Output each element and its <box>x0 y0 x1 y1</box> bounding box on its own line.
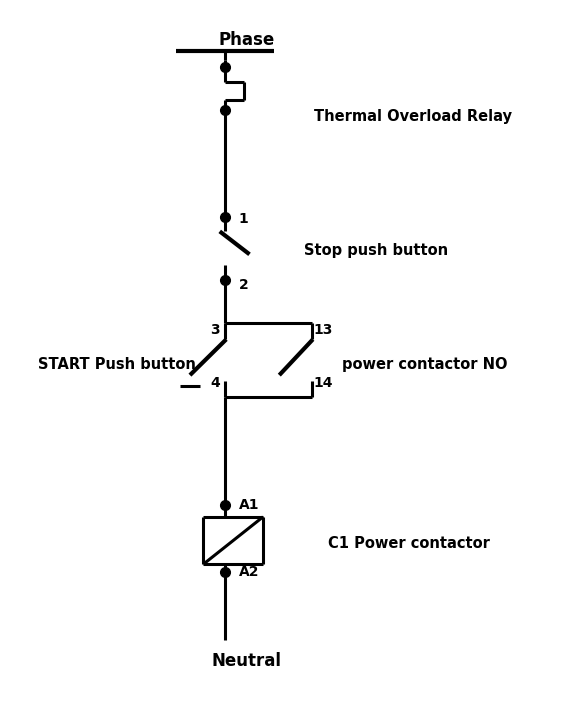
Text: C1 Power contactor: C1 Power contactor <box>328 536 490 551</box>
Text: A2: A2 <box>239 565 259 579</box>
Text: 14: 14 <box>314 376 333 390</box>
Text: 2: 2 <box>239 278 248 292</box>
Text: 13: 13 <box>314 323 333 337</box>
Text: Stop push button: Stop push button <box>303 243 448 258</box>
Text: power contactor NO: power contactor NO <box>342 358 507 373</box>
Text: 4: 4 <box>210 376 221 390</box>
Text: A1: A1 <box>239 498 259 512</box>
Text: Neutral: Neutral <box>212 652 282 669</box>
Text: START Push button: START Push button <box>38 358 196 373</box>
Text: 3: 3 <box>210 323 220 337</box>
Text: Phase: Phase <box>219 31 275 49</box>
Text: 1: 1 <box>239 212 248 226</box>
Text: Thermal Overload Relay: Thermal Overload Relay <box>315 109 513 124</box>
